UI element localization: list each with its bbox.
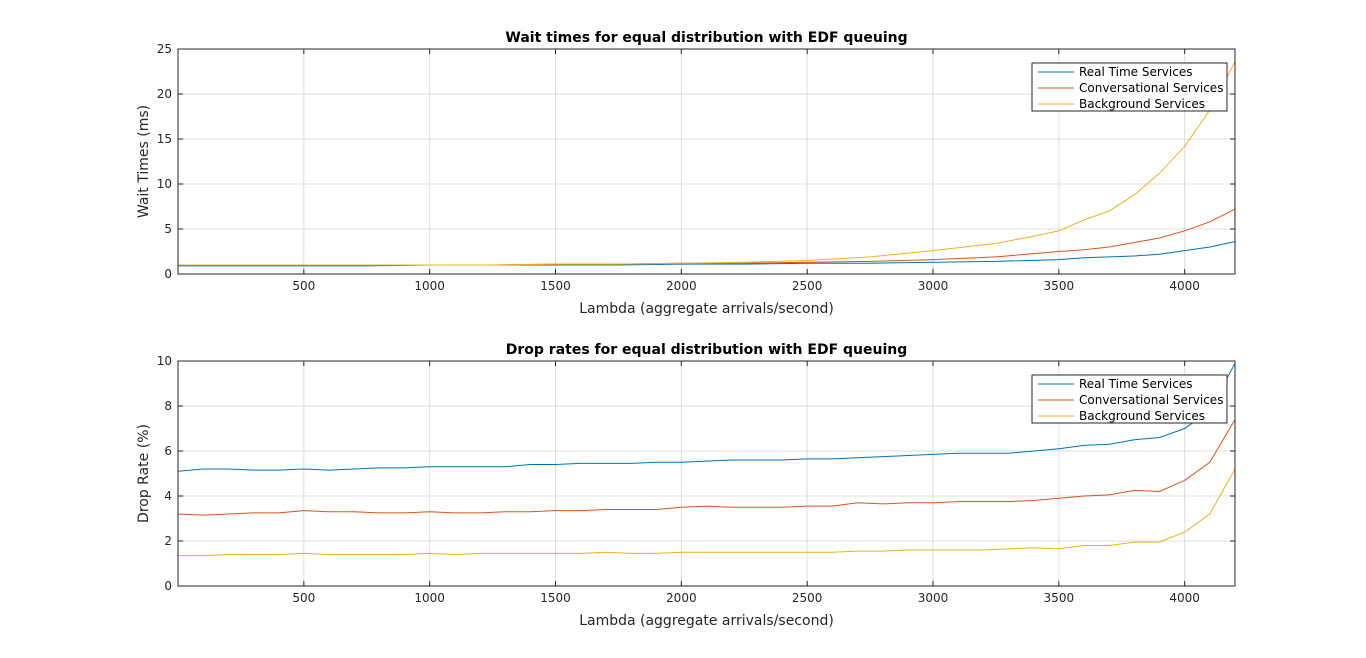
chart-1: 500 1000 1500 2000 2500 3000 3500 4000 0 5 10 15 20 2… — [136, 30, 1236, 317]
y-axis-label: Drop Rate (%) — [136, 424, 152, 523]
x-tick-label: 500 — [292, 591, 315, 605]
series-line-3 — [178, 61, 1235, 266]
legend-box — [1031, 62, 1228, 112]
chart-title: Wait times for equal distribution with E… — [505, 30, 907, 46]
x-tick-label: 1000 — [414, 279, 445, 293]
series-line-3 — [178, 468, 1235, 557]
x-tick-label: 3500 — [1044, 279, 1075, 293]
y-tick-label: 0 — [164, 579, 172, 593]
x-axis-label: Lambda (aggregate arrivals/second) — [579, 613, 834, 629]
x-axis-label: Lambda (aggregate arrivals/second) — [579, 301, 834, 317]
legend-label-1: Real Time Services — [1079, 65, 1192, 79]
legend-label-2: Conversational Services — [1079, 393, 1223, 407]
x-tick-label: 3000 — [918, 279, 949, 293]
y-tick-label: 10 — [157, 177, 172, 191]
x-tick-label: 1500 — [540, 279, 571, 293]
y-tick-label: 25 — [157, 42, 172, 56]
y-tick-label: 6 — [164, 444, 172, 458]
y-tick-label: 5 — [164, 222, 172, 236]
legend: Real Time Services Conversational Service… — [1031, 374, 1228, 424]
x-tick-label: 4000 — [1169, 279, 1200, 293]
legend: Real Time Services Conversational Service… — [1031, 62, 1228, 112]
legend-label-3: Background Services — [1079, 409, 1205, 423]
x-tick-label: 3000 — [918, 591, 949, 605]
x-tick-label: 2500 — [792, 591, 823, 605]
chart-title: Drop rates for equal distribution with E… — [506, 342, 908, 358]
legend-label-3: Background Services — [1079, 97, 1205, 111]
axes-frame — [177, 48, 1236, 275]
legend-box — [1031, 374, 1228, 424]
x-tick-label: 3500 — [1044, 591, 1075, 605]
axes-frame — [177, 360, 1236, 587]
y-axis-label: Wait Times (ms) — [136, 105, 152, 218]
x-tick-label: 2000 — [666, 279, 697, 293]
x-tick-label: 2500 — [792, 279, 823, 293]
x-tick-label: 2000 — [666, 591, 697, 605]
y-tick-label: 2 — [164, 534, 172, 548]
y-tick-label: 20 — [157, 87, 172, 101]
legend-label-1: Real Time Services — [1079, 377, 1192, 391]
chart-2: 500 1000 1500 2000 2500 3000 3500 4000 0 2 4 6 8 10 Dr… — [136, 342, 1236, 629]
y-tick-label: 10 — [157, 354, 172, 368]
x-tick-label: 1500 — [540, 591, 571, 605]
x-tick-label: 4000 — [1169, 591, 1200, 605]
x-tick-label: 500 — [292, 279, 315, 293]
y-tick-label: 4 — [164, 489, 172, 503]
series-line-2 — [178, 419, 1235, 516]
y-tick-label: 8 — [164, 399, 172, 413]
x-tick-label: 1000 — [414, 591, 445, 605]
series-line-1 — [178, 363, 1235, 472]
y-tick-label: 15 — [157, 132, 172, 146]
y-tick-label: 0 — [164, 267, 172, 281]
legend-label-2: Conversational Services — [1079, 81, 1223, 95]
